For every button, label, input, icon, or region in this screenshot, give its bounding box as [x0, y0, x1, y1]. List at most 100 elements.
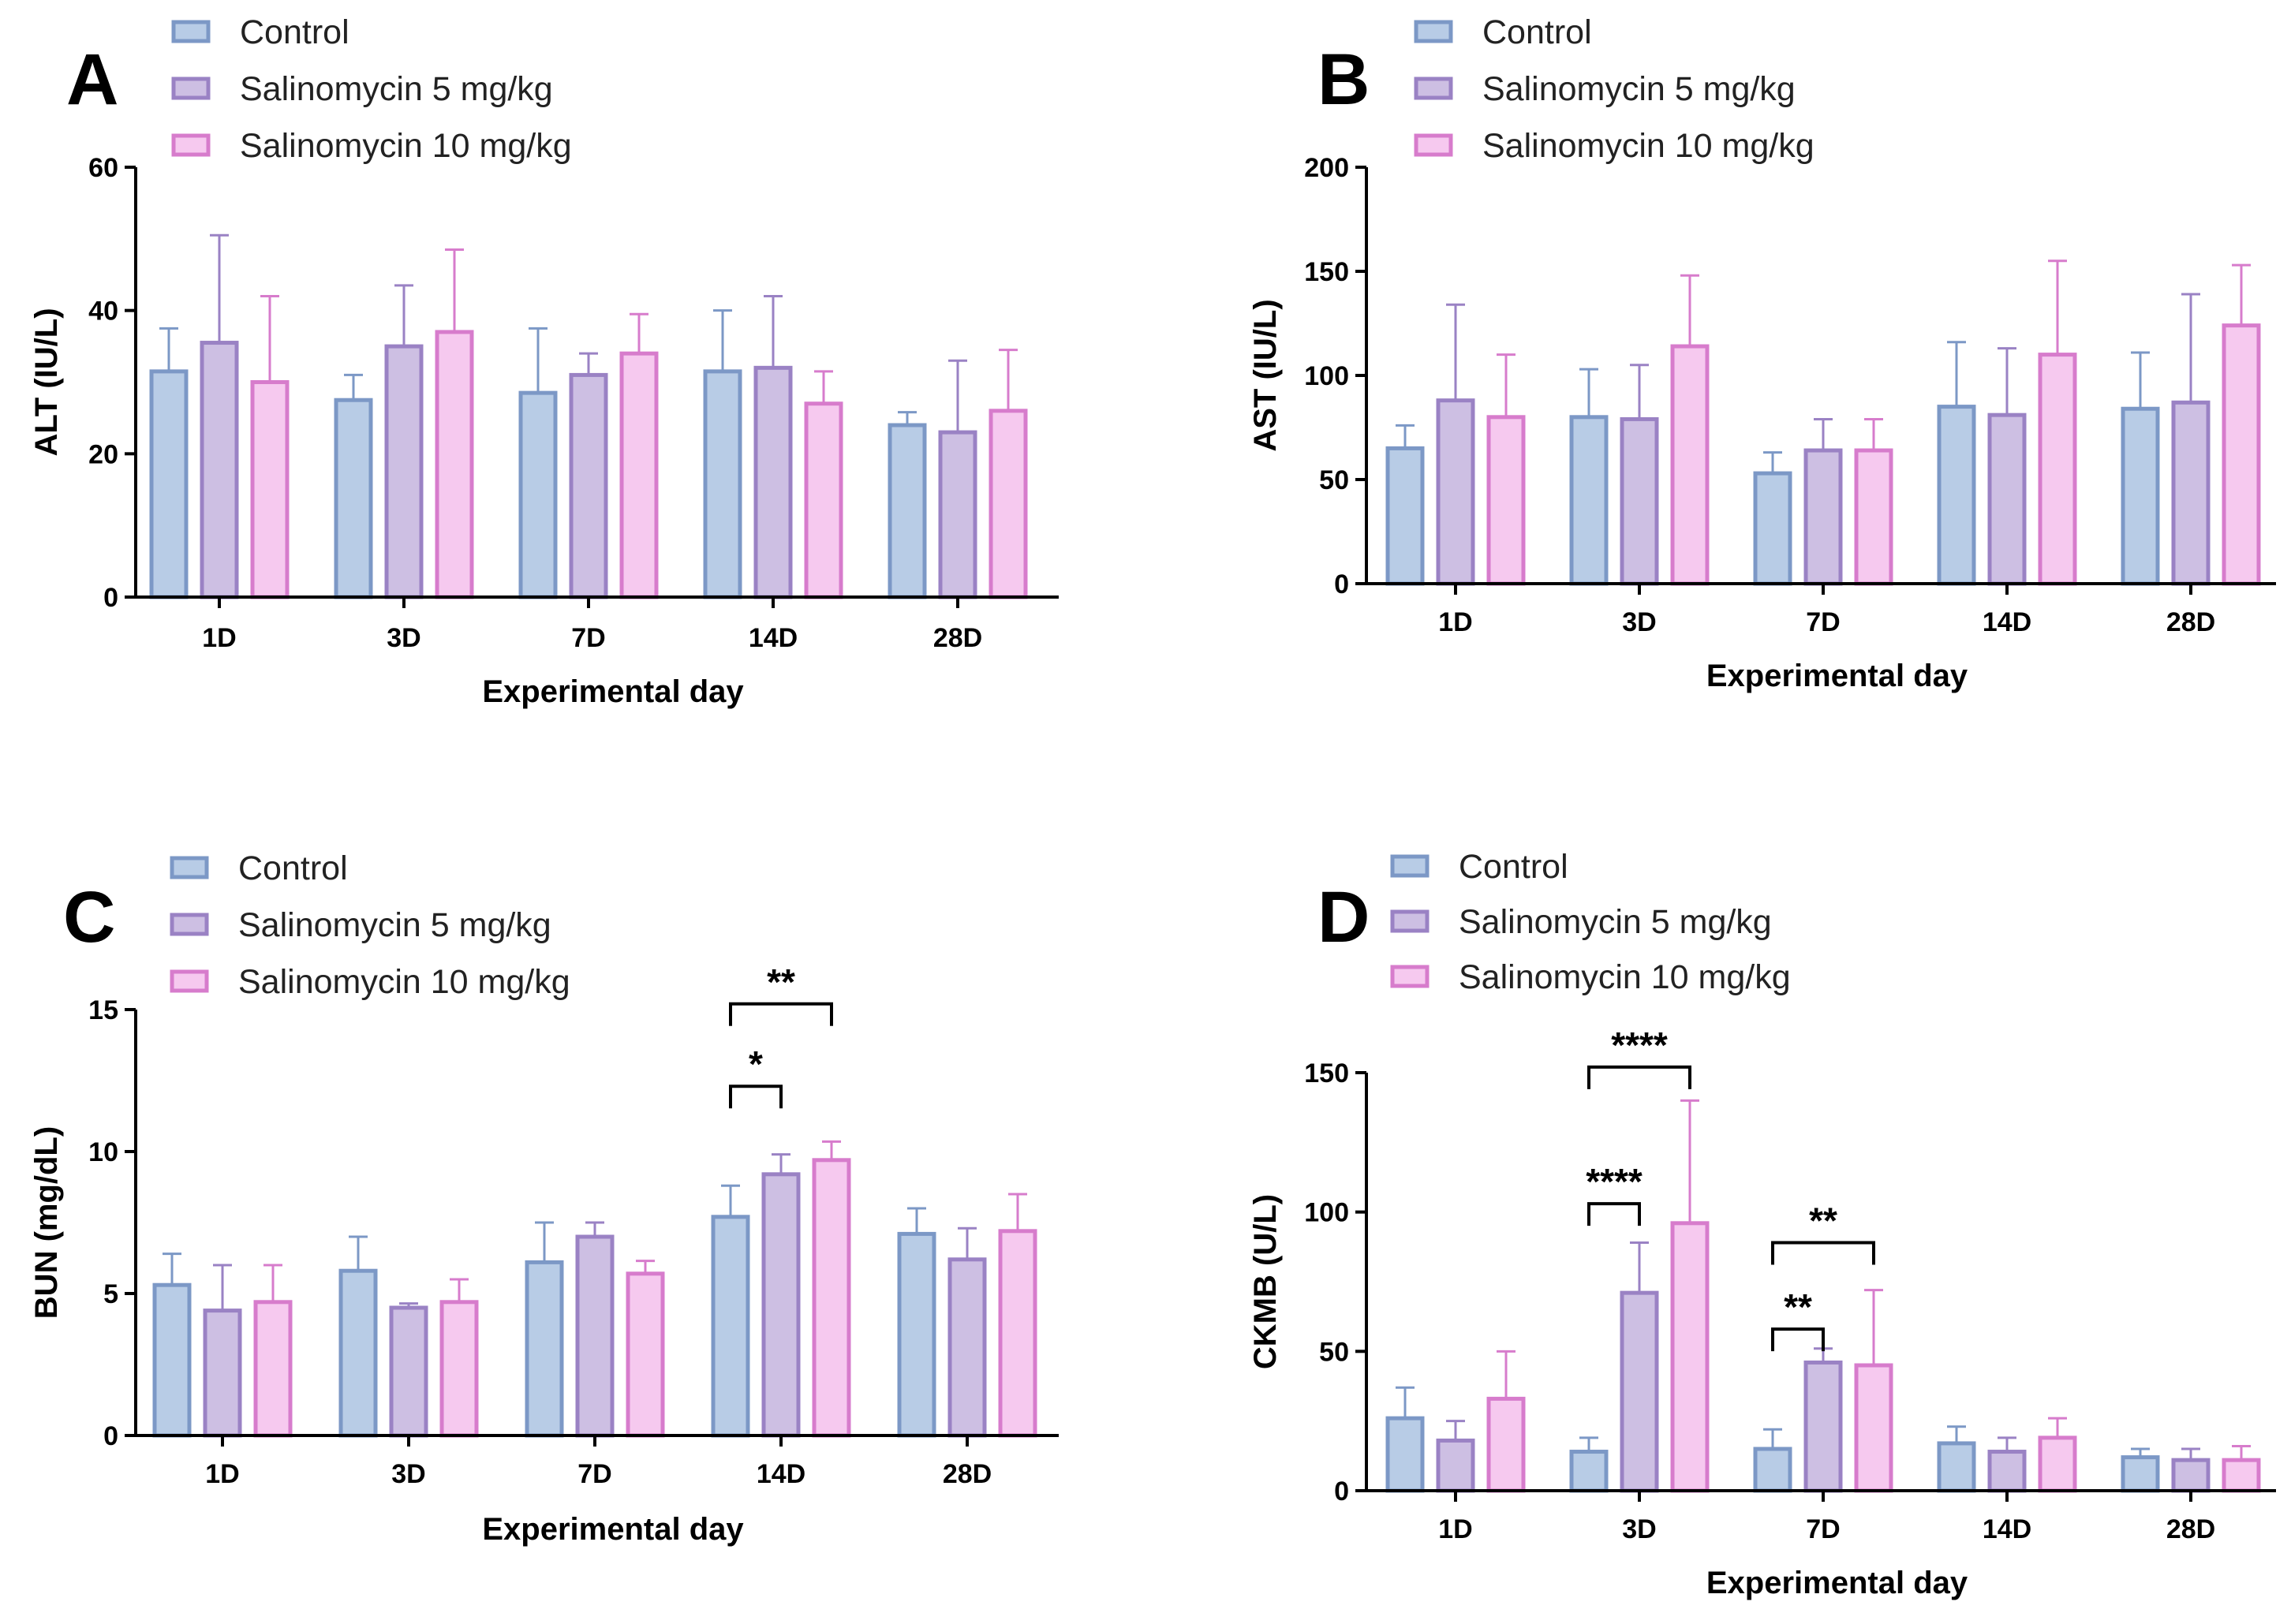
x-tick-label: 1D: [1438, 1514, 1472, 1544]
y-axis-title: CKMB (U/L): [1248, 1194, 1283, 1369]
significance-bracket: [1587, 1202, 1641, 1226]
y-axis-title: ALT (IU/L): [29, 308, 64, 456]
bar: [1753, 471, 1792, 586]
legend-label: Salinomycin 5 mg/kg: [1459, 903, 1772, 941]
bar: [1569, 1450, 1609, 1493]
legend-swatch: [171, 77, 211, 100]
bar: [384, 344, 424, 599]
legend-label: Salinomycin 5 mg/kg: [238, 906, 551, 944]
panel-letter: B: [1317, 39, 1370, 120]
x-tick-label: 14D: [1983, 1514, 2031, 1544]
y-tick-label: 5: [103, 1279, 118, 1309]
x-tick-label: 14D: [1983, 607, 2031, 637]
bar: [1670, 1221, 1710, 1493]
x-tick-label: 14D: [749, 623, 798, 653]
bar: [575, 1234, 615, 1438]
y-tick-label: 50: [1319, 1337, 1349, 1367]
bar: [203, 1309, 242, 1438]
x-tick-label: 28D: [2166, 1514, 2215, 1544]
x-tick-label: 1D: [1438, 607, 1472, 637]
bar: [1385, 446, 1425, 586]
bar: [888, 423, 927, 599]
bar: [200, 341, 239, 599]
bar: [435, 330, 474, 599]
legend-label: Salinomycin 10 mg/kg: [238, 963, 570, 1001]
bar: [619, 351, 659, 599]
bar: [152, 1282, 192, 1438]
legend-swatch: [1390, 854, 1430, 878]
x-tick-label: 7D: [1806, 1514, 1840, 1544]
x-tick-label: 14D: [757, 1459, 805, 1489]
legend-label: Salinomycin 10 mg/kg: [240, 127, 572, 165]
bar: [998, 1229, 1037, 1438]
x-tick-label: 3D: [1622, 607, 1656, 637]
legend: Control Salinomycin 5 mg/kg Salinomycin 10…: [1414, 13, 1814, 165]
bar: [1937, 405, 1976, 586]
bar: [761, 1172, 801, 1438]
legend-swatch: [171, 20, 211, 43]
bar: [2222, 323, 2261, 586]
bar: [1987, 1450, 2027, 1493]
bar: [1987, 413, 2027, 586]
bar: [2038, 353, 2077, 586]
legend-label: Salinomycin 10 mg/kg: [1482, 127, 1814, 165]
x-tick-label: 7D: [1806, 607, 1840, 637]
panel-letter: C: [63, 877, 115, 958]
significance-label: **: [1784, 1286, 1812, 1327]
x-tick-label: 28D: [933, 623, 982, 653]
bar: [1486, 415, 1526, 586]
legend-swatch: [170, 913, 209, 936]
bar: [1803, 448, 1843, 586]
y-tick-label: 0: [1334, 569, 1349, 599]
x-axis-title: Experimental day: [1706, 659, 1968, 693]
bar: [938, 430, 977, 599]
significance-label: ****: [1586, 1161, 1643, 1202]
y-tick-label: 50: [1319, 465, 1349, 495]
y-tick-label: 10: [88, 1137, 118, 1167]
bar: [1620, 1290, 1659, 1493]
bar: [897, 1231, 936, 1438]
legend: Control Salinomycin 5 mg/kg Salinomycin 10…: [170, 849, 570, 1001]
bar: [1385, 1416, 1425, 1493]
bar: [753, 365, 793, 599]
y-tick-label: 60: [88, 153, 118, 183]
legend-label: Salinomycin 5 mg/kg: [1482, 70, 1796, 108]
x-axis-title: Experimental day: [482, 674, 744, 709]
panel-letter: A: [66, 39, 118, 120]
x-tick-label: 3D: [1622, 1514, 1656, 1544]
legend-swatch: [1390, 909, 1430, 933]
bar: [2038, 1435, 2077, 1493]
bar: [626, 1271, 665, 1438]
panel-c: C Control Salinomycin 5 mg/kg Salinomycin 1…: [29, 849, 1059, 1547]
bar: [2121, 406, 2160, 586]
bar: [1803, 1360, 1843, 1493]
x-axis-title: Experimental day: [482, 1512, 744, 1547]
x-tick-label: 1D: [202, 623, 236, 653]
bar: [2222, 1458, 2261, 1493]
y-tick-label: 0: [103, 1421, 118, 1451]
legend: Control Salinomycin 5 mg/kg Salinomycin 10…: [171, 13, 572, 165]
legend-label: Control: [1459, 848, 1568, 886]
bar: [1753, 1447, 1792, 1493]
legend-label: Control: [238, 849, 348, 887]
bar: [1486, 1396, 1526, 1493]
y-tick-label: 20: [88, 439, 118, 469]
y-tick-label: 100: [1304, 1198, 1349, 1228]
bar: [525, 1260, 564, 1438]
significance-bracket: [1587, 1065, 1691, 1089]
legend-label: Control: [240, 13, 349, 51]
significance-label: **: [1809, 1200, 1837, 1241]
bar: [250, 380, 290, 599]
legend-label: Control: [1482, 13, 1592, 51]
y-tick-label: 0: [1334, 1477, 1349, 1506]
bar: [947, 1257, 987, 1438]
bar: [989, 409, 1028, 599]
bar: [334, 398, 373, 599]
panel-letter: D: [1317, 877, 1370, 958]
legend-swatch: [170, 856, 209, 879]
bar: [703, 369, 742, 599]
bar: [439, 1300, 479, 1438]
x-tick-label: 28D: [2166, 607, 2215, 637]
bar: [1569, 415, 1609, 586]
